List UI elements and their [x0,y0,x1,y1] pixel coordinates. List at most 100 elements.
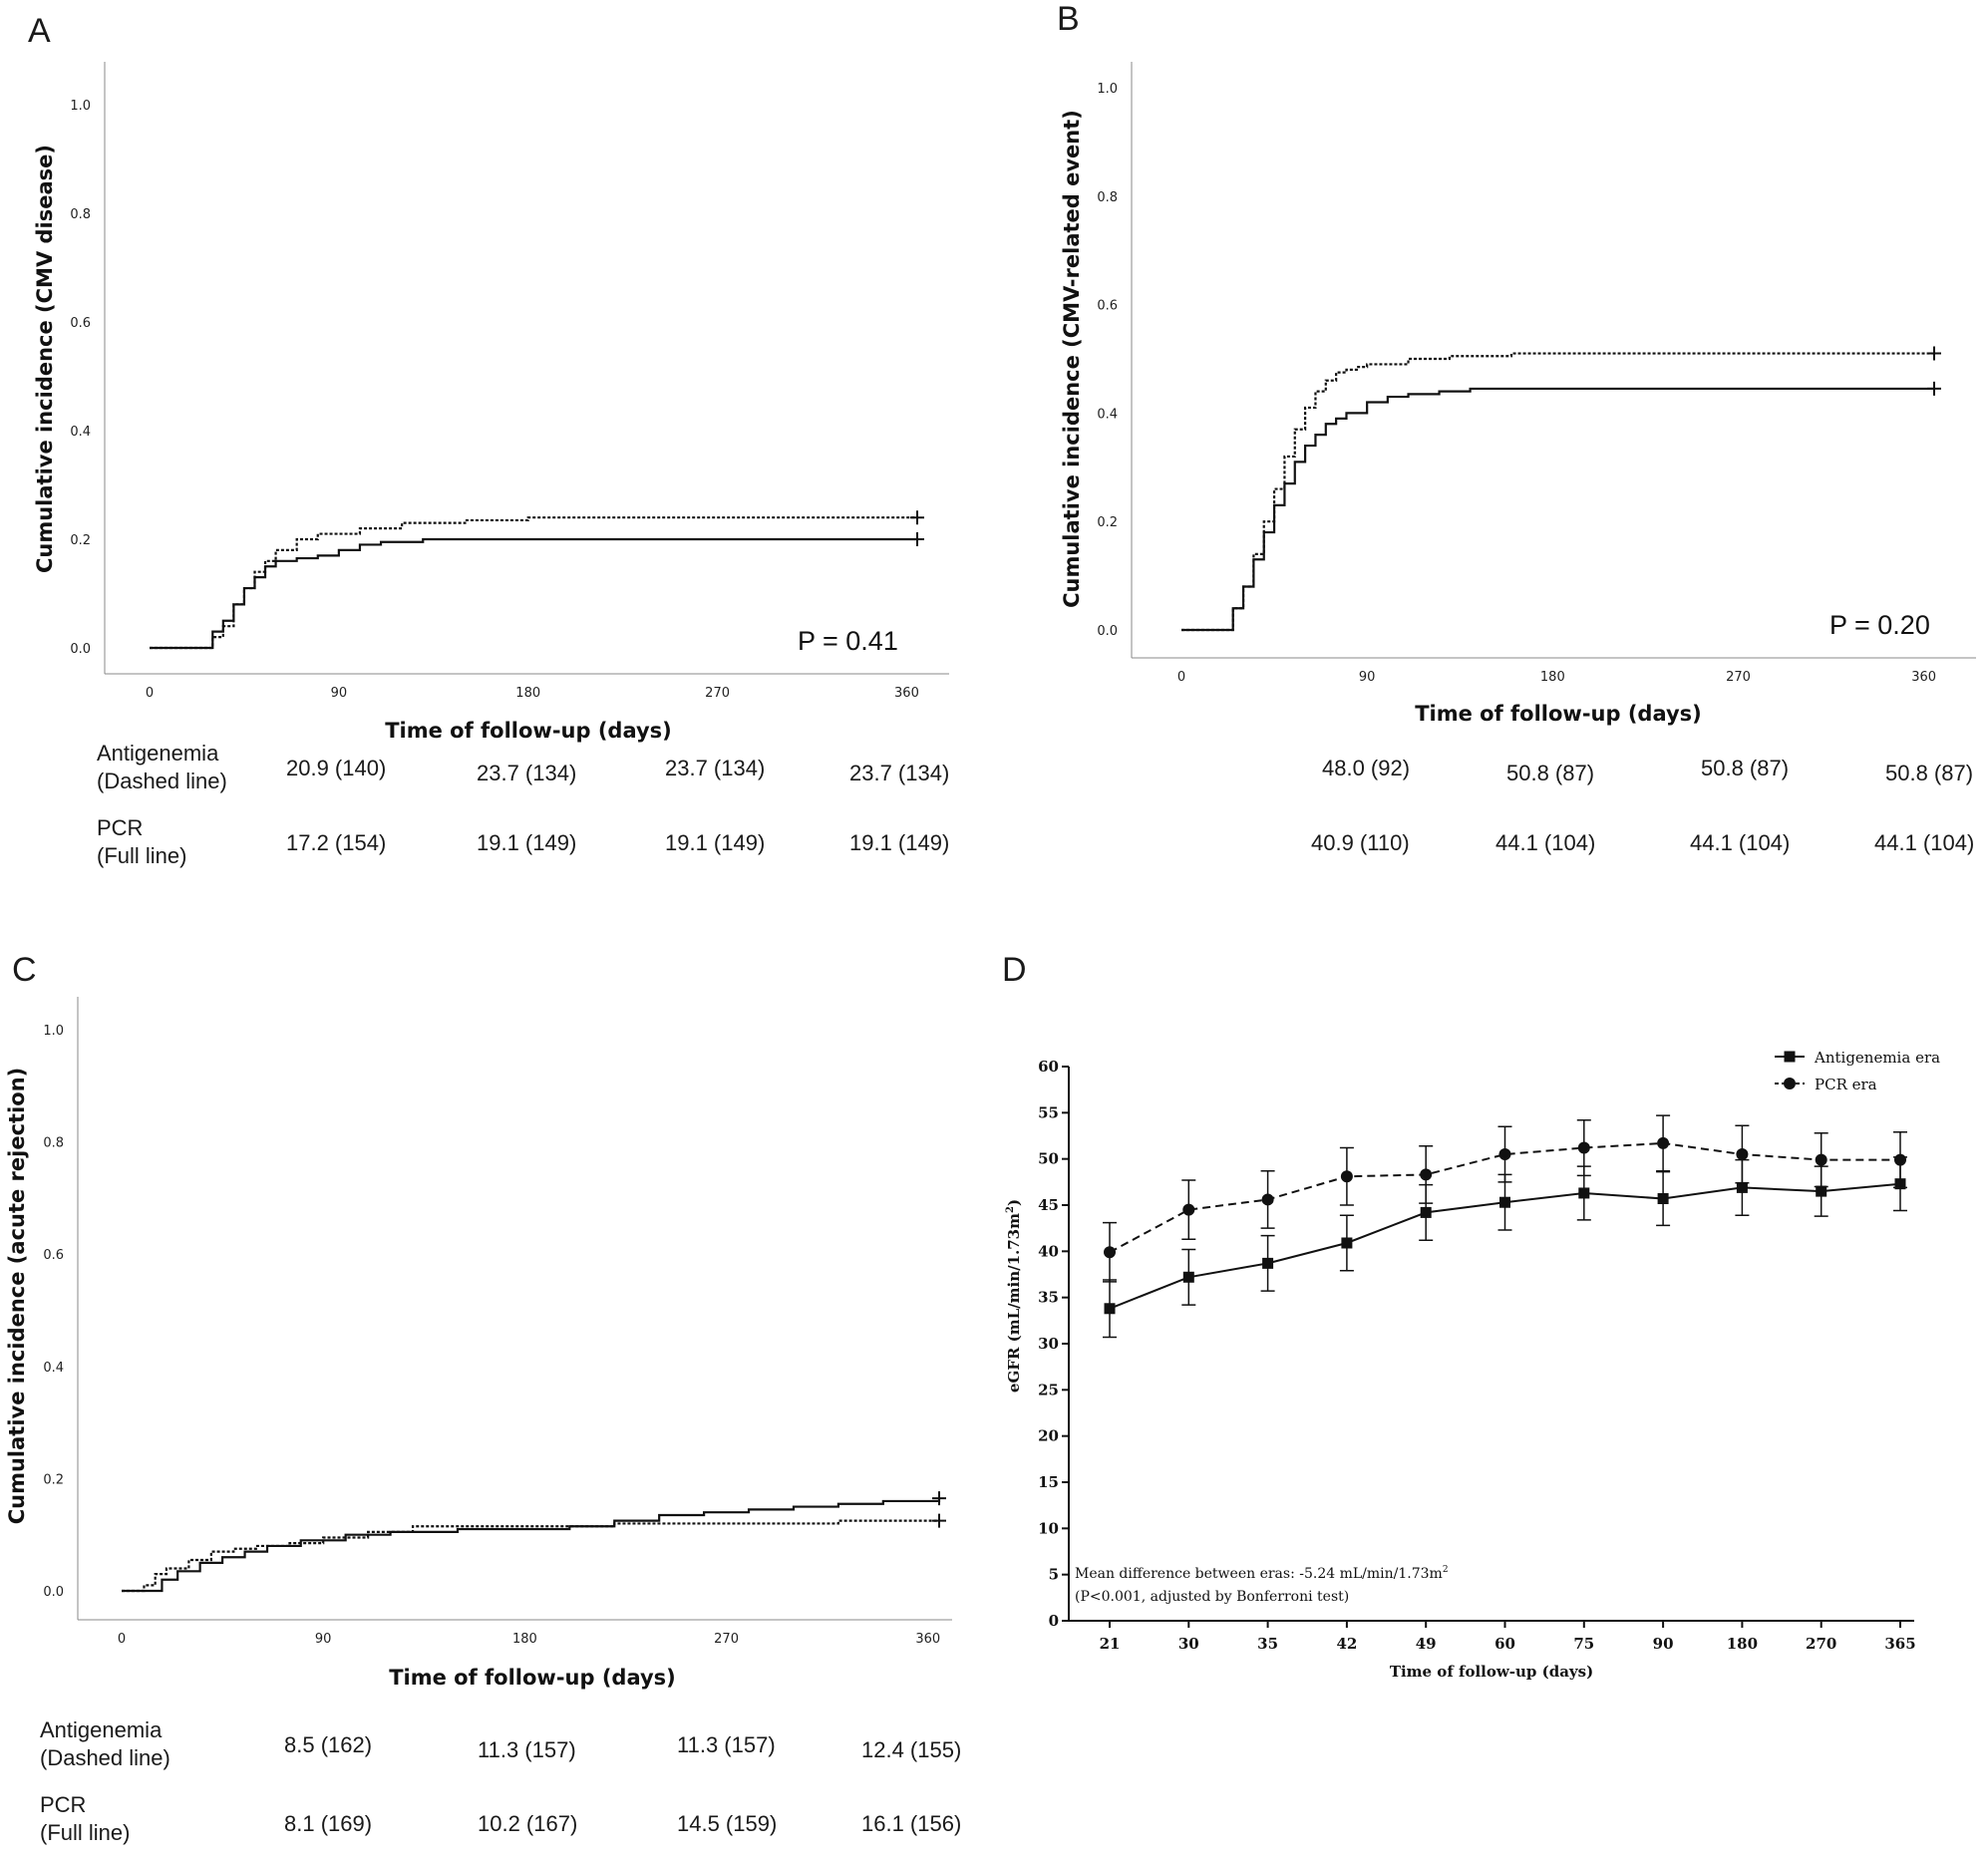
y-tick-label: 0.6 [1097,299,1118,314]
y-tick-label: 0.8 [43,1136,64,1151]
panel-letter-a: A [28,12,51,50]
panel-letter-c: C [12,951,37,989]
censor-mark [1927,346,1941,361]
risk-cell: 50.8 (87) [1885,761,1974,785]
x-tick-label: 360 [894,686,919,701]
note-p-value: (P<0.001, adjusted by Bonferroni test) [1075,1589,1349,1605]
y-tick-label: 0.4 [43,1361,64,1376]
risk-label-line1: PCR [40,1792,87,1817]
x-tick-label: 180 [512,1632,537,1647]
x-tick-label: 90 [1359,670,1376,685]
chart-d: 0 5 10 15 20 25 30 35 40 45 50 55 60 21 30 35 42 49 60 75 90… [1005,1049,1940,1681]
y-tick-label: 50 [1038,1150,1059,1168]
risk-cell: 16.1 (156) [861,1811,962,1836]
p-value-annotation: P = 0.41 [798,626,898,656]
legend: Antigenemia era PCR era [1775,1049,1940,1093]
y-axis-title: Cumulative incidence (CMV-related event) [1060,110,1084,608]
risk-cell: 11.3 (157) [677,1732,776,1757]
data-point-square [1736,1181,1748,1193]
y-tick-label: 1.0 [1097,82,1118,97]
data-point-circle [1736,1148,1749,1161]
y-tick-label: 0.8 [70,207,91,222]
risk-cell: 14.5 (159) [677,1811,778,1836]
y-tick-label: 60 [1038,1058,1059,1076]
x-tick-label: 75 [1573,1635,1594,1653]
x-axis-title: Time of follow-up (days) [385,719,672,743]
y-tick-label: 55 [1038,1103,1059,1121]
x-tick-label: 0 [146,686,154,701]
risk-row-label-antigenemia-c: Antigenemia (Dashed line) [40,1716,170,1772]
series-line-pcr [150,537,917,650]
data-point-square [1499,1196,1510,1208]
risk-cell: 50.8 (87) [1701,756,1790,780]
censor-mark [932,1491,946,1506]
y-tick-label: 40 [1038,1242,1059,1260]
x-tick-label: 180 [1727,1635,1758,1653]
risk-cell: 17.2 (154) [286,830,387,855]
risk-row-label-pcr-a: PCR (Full line) [97,814,186,870]
data-point-circle [1104,1246,1116,1259]
y-tick-label: 0.2 [70,533,91,548]
data-point-square [1816,1185,1827,1197]
p-value-annotation: P = 0.20 [1829,610,1930,640]
risk-cell: 19.1 (149) [477,830,577,855]
risk-cell: 44.1 (104) [1874,830,1975,855]
x-tick-label: 270 [1806,1635,1836,1653]
risk-cell: 50.8 (87) [1506,761,1595,785]
risk-cell: 19.1 (149) [665,830,766,855]
panel-letter-d: D [1002,951,1027,989]
x-tick-label: 90 [331,686,348,701]
risk-cell: 23.7 (134) [477,761,577,785]
y-tick-label: 45 [1038,1196,1059,1214]
y-tick-label: 30 [1038,1335,1059,1353]
x-tick-label: 365 [1884,1635,1915,1653]
risk-cell: 23.7 (134) [665,756,766,780]
panel-letter-b: B [1057,0,1080,38]
risk-cell: 44.1 (104) [1495,830,1596,855]
x-tick-label: 270 [714,1632,739,1647]
censor-mark [910,510,924,525]
x-tick-label: 60 [1494,1635,1515,1653]
y-tick-label: 35 [1038,1289,1059,1307]
data-point-circle [1657,1136,1670,1149]
y-tick-label: 0 [1049,1612,1059,1630]
y-tick-label: 1.0 [70,99,91,114]
y-tick-label: 0.0 [1097,624,1118,639]
risk-cell: 10.2 (167) [478,1811,578,1836]
series-line-antigenemia [122,1519,939,1593]
series-line-antigenemia [1181,352,1934,632]
risk-label-line2: (Full line) [40,1820,131,1845]
censor-mark [910,532,924,546]
y-tick-label: 25 [1038,1381,1059,1398]
series-line-pcr-era [1109,1141,1900,1254]
y-tick-label: 0.6 [70,316,91,331]
data-point-circle [1577,1141,1590,1154]
risk-cell: 8.5 (162) [284,1732,373,1757]
y-tick-label: 0.8 [1097,190,1118,205]
data-point-square [1182,1271,1194,1283]
data-point-square [1341,1237,1353,1249]
x-tick-label: 42 [1336,1635,1357,1653]
x-tick-label: 30 [1178,1635,1199,1653]
x-tick-label: 90 [315,1632,332,1647]
x-tick-label: 21 [1100,1635,1121,1653]
data-point-square [1657,1193,1669,1205]
x-axis-title: Time of follow-up (days) [389,1666,676,1690]
y-tick-label: 10 [1038,1519,1059,1537]
x-tick-label: 0 [118,1632,126,1647]
risk-cell: 44.1 (104) [1690,830,1791,855]
note-mean-difference: Mean difference between eras: -5.24 mL/m… [1075,1565,1449,1582]
series-line-pcr [122,1498,941,1593]
chart-c: 0.0 0.2 0.4 0.6 0.8 1.0 0 90 180 270 360 Time of fo… [5,997,952,1690]
x-tick-label: 180 [1540,670,1565,685]
legend-label-pcr: PCR era [1815,1076,1877,1093]
legend-label-antigenemia: Antigenemia era [1814,1049,1940,1067]
data-point-square [1578,1187,1590,1199]
y-axis-title: Cumulative incidence (acute rejection) [5,1068,29,1525]
y-tick-label: 0.2 [43,1472,64,1487]
risk-cell: 40.9 (110) [1311,830,1410,855]
data-point-circle [1815,1153,1827,1166]
y-tick-label: 0.4 [70,425,91,440]
y-tick-label: 0.0 [70,642,91,657]
risk-label-line1: Antigenemia [97,741,219,766]
